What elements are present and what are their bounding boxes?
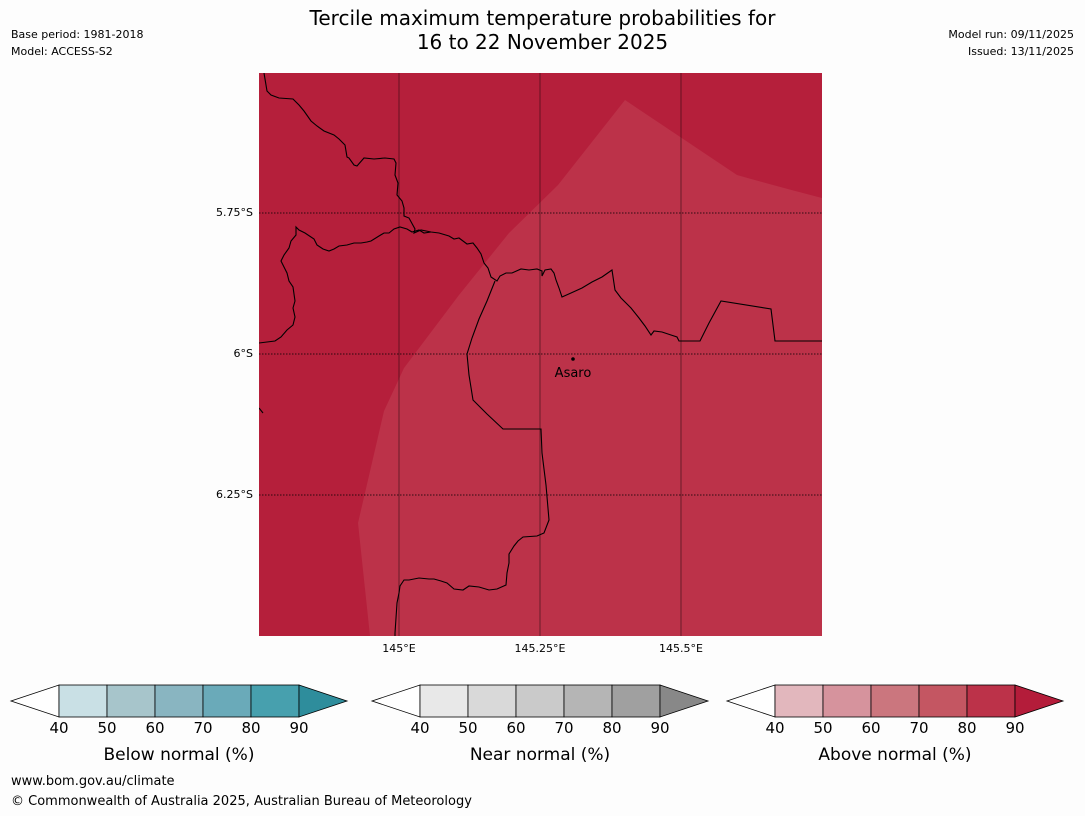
colorbar-strip bbox=[9, 684, 1065, 718]
below-normal-segment-60 bbox=[154, 684, 204, 718]
issued-date: Issued: 13/11/2025 bbox=[967, 45, 1074, 58]
colorbar-title-near-normal: Near normal (%) bbox=[469, 745, 611, 765]
asaro-marker bbox=[571, 357, 575, 361]
cb-near-tick-90: 90 bbox=[650, 719, 670, 737]
colorbar-below-normal bbox=[9, 684, 349, 718]
below-normal-segment-40 bbox=[58, 684, 108, 718]
cb-below-tick-80: 80 bbox=[241, 719, 261, 737]
near-normal-arrow-low bbox=[370, 684, 421, 718]
grid-lines bbox=[259, 73, 822, 636]
map-panel: Asaro bbox=[259, 73, 822, 636]
cb-near-tick-80: 80 bbox=[602, 719, 622, 737]
below-normal-segment-50 bbox=[106, 684, 156, 718]
border-line-west bbox=[259, 225, 432, 344]
cb-below-tick-70: 70 bbox=[193, 719, 213, 737]
cb-above-tick-80: 80 bbox=[957, 719, 977, 737]
cb-above-tick-70: 70 bbox=[909, 719, 929, 737]
cb-below-tick-90: 90 bbox=[289, 719, 309, 737]
probability-region-70-80 bbox=[358, 100, 822, 636]
title-line-2: 16 to 22 November 2025 bbox=[416, 30, 669, 54]
below-normal-arrow-low bbox=[9, 684, 60, 718]
cb-below-tick-60: 60 bbox=[145, 719, 165, 737]
lat-label-5-75s: 5.75°S bbox=[216, 206, 253, 219]
above-normal-segment-60 bbox=[870, 684, 920, 718]
above-normal-segment-80 bbox=[966, 684, 1016, 718]
near-normal-segment-80 bbox=[611, 684, 661, 718]
border-line-south bbox=[394, 280, 550, 636]
lat-label-6-25s: 6.25°S bbox=[216, 488, 253, 501]
near-normal-segment-40 bbox=[419, 684, 469, 718]
cb-near-tick-40: 40 bbox=[410, 719, 430, 737]
above-normal-arrow-low bbox=[725, 684, 776, 718]
colorbar-title-above-normal: Above normal (%) bbox=[818, 745, 972, 765]
base-period: Base period: 1981-2018 bbox=[11, 28, 144, 41]
model-run: Model run: 09/11/2025 bbox=[948, 28, 1074, 41]
place-label-asaro: Asaro bbox=[555, 366, 592, 381]
near-normal-arrow-high bbox=[659, 684, 710, 718]
cb-near-tick-50: 50 bbox=[458, 719, 478, 737]
lon-label-145-5e: 145.5°E bbox=[659, 642, 703, 655]
colorbar-above-normal bbox=[725, 684, 1065, 718]
above-normal-segment-40 bbox=[774, 684, 824, 718]
colorbar-near-normal bbox=[370, 684, 710, 718]
chart-title: Tercile maximum temperature probabilitie… bbox=[0, 6, 1085, 54]
colorbar-title-below-normal: Below normal (%) bbox=[103, 745, 255, 765]
title-line-1: Tercile maximum temperature probabilitie… bbox=[309, 6, 776, 30]
footer-copyright: © Commonwealth of Australia 2025, Austra… bbox=[11, 794, 472, 809]
lon-label-145-25e: 145.25°E bbox=[514, 642, 566, 655]
province-borders bbox=[259, 73, 822, 636]
cb-above-tick-50: 50 bbox=[813, 719, 833, 737]
near-normal-segment-50 bbox=[467, 684, 517, 718]
border-line-northeast bbox=[263, 73, 822, 342]
meta-right: Model run: 09/11/2025 Issued: 13/11/2025 bbox=[948, 26, 1074, 60]
lon-label-145e: 145°E bbox=[382, 642, 416, 655]
cb-below-tick-50: 50 bbox=[97, 719, 117, 737]
footer-url: www.bom.gov.au/climate bbox=[11, 774, 175, 789]
below-normal-segment-70 bbox=[202, 684, 252, 718]
border-line-west-edge bbox=[259, 407, 264, 414]
lat-label-6s: 6°S bbox=[233, 347, 253, 360]
below-normal-arrow-high bbox=[298, 684, 349, 718]
above-normal-arrow-high bbox=[1014, 684, 1065, 718]
near-normal-segment-70 bbox=[563, 684, 613, 718]
model-name: Model: ACCESS-S2 bbox=[11, 45, 113, 58]
near-normal-segment-60 bbox=[515, 684, 565, 718]
below-normal-segment-80 bbox=[250, 684, 300, 718]
cb-near-tick-70: 70 bbox=[554, 719, 574, 737]
cb-above-tick-60: 60 bbox=[861, 719, 881, 737]
cb-above-tick-90: 90 bbox=[1005, 719, 1025, 737]
cb-above-tick-40: 40 bbox=[765, 719, 785, 737]
meta-left: Base period: 1981-2018 Model: ACCESS-S2 bbox=[11, 26, 143, 60]
cb-near-tick-60: 60 bbox=[506, 719, 526, 737]
above-normal-segment-50 bbox=[822, 684, 872, 718]
above-normal-segment-70 bbox=[918, 684, 968, 718]
cb-below-tick-40: 40 bbox=[49, 719, 69, 737]
